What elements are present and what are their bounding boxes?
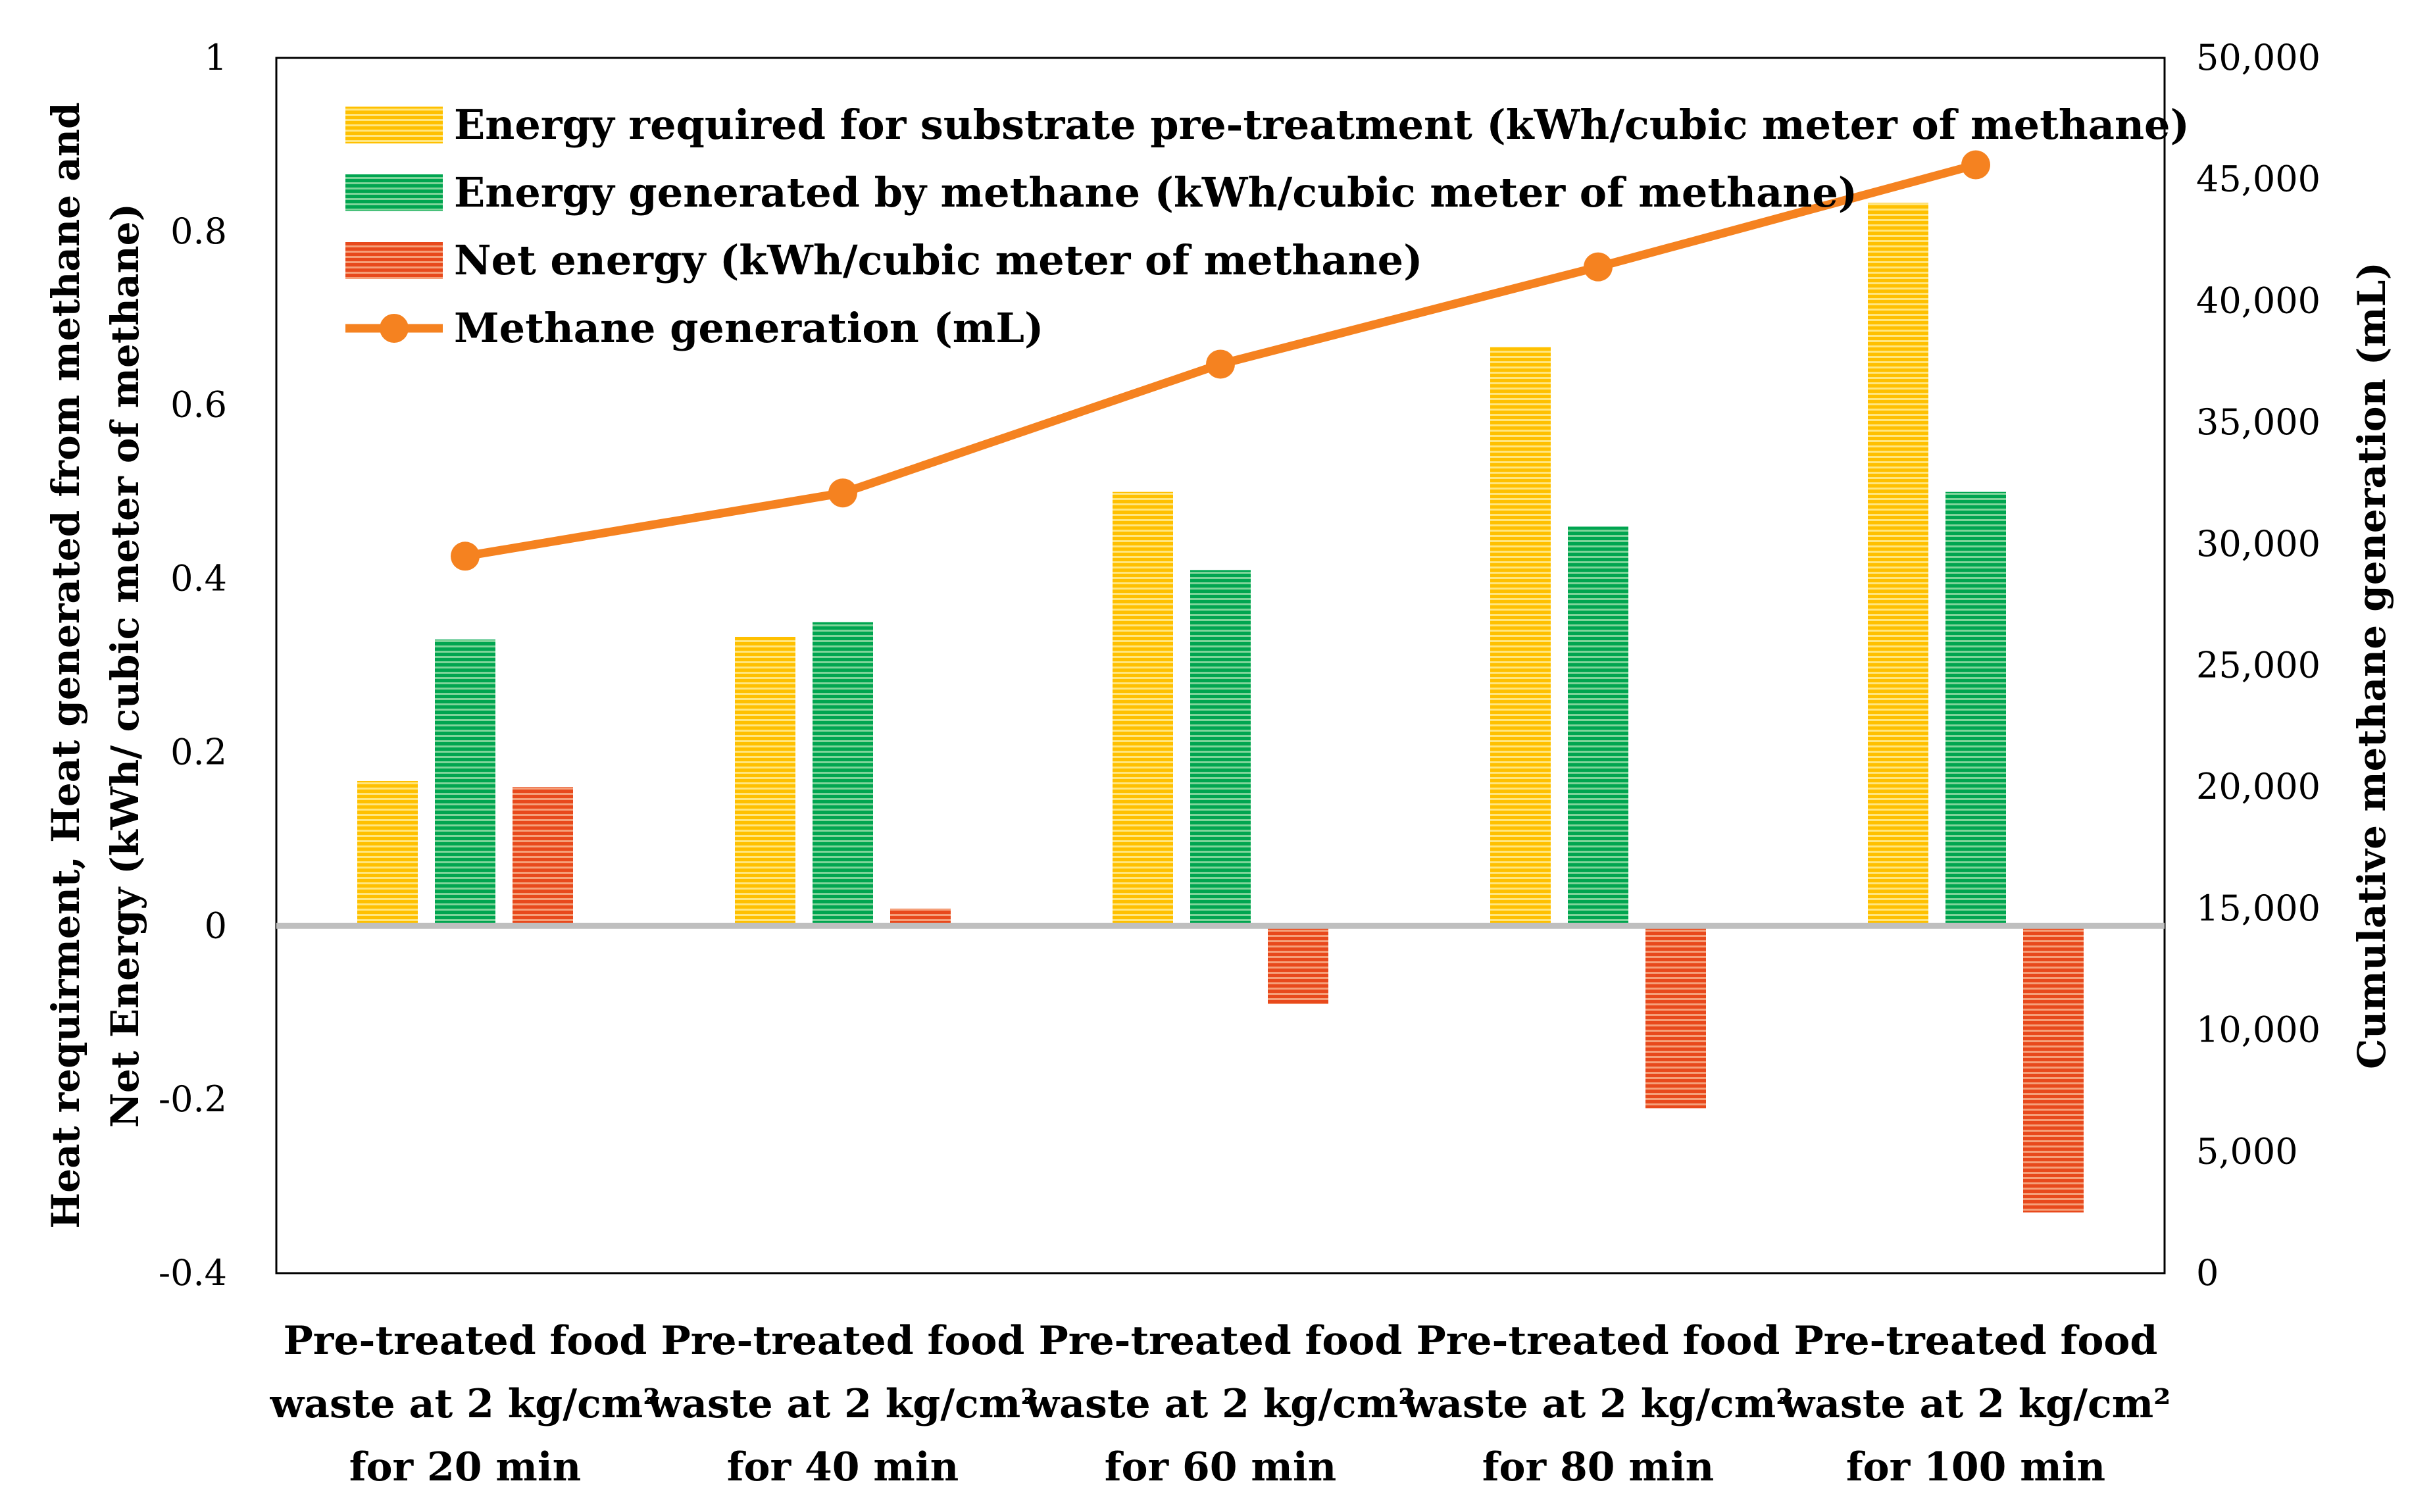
right-tick-label: 45,000 <box>2196 159 2320 200</box>
left-axis-title: Heat requirment, Heat generated from met… <box>43 102 88 1228</box>
legend-label-3: Net energy (kWh/cubic meter of methane) <box>454 236 1422 284</box>
right-tick-label: 35,000 <box>2196 401 2320 443</box>
category-label: for 60 min <box>1105 1444 1337 1490</box>
left-tick-label: -0.2 <box>159 1078 227 1120</box>
category-label: Pre-treated food <box>1417 1318 1780 1364</box>
left-tick-label: 1 <box>205 37 227 78</box>
left-axis-ticks: -0.4 -0.2 0 0.2 0.4 0.6 0.8 1 <box>159 37 227 1294</box>
bar-1-cat-2 <box>735 636 795 926</box>
plot-border <box>275 57 2166 1274</box>
left-axis-title: Net Energy (kWh/ cubic meter of methane) <box>103 203 147 1128</box>
bar-1-cat-4 <box>1490 347 1551 926</box>
right-tick-label: 15,000 <box>2196 888 2320 929</box>
right-tick-label: 5,000 <box>2196 1130 2298 1172</box>
bar-1-cat-3 <box>1113 491 1173 926</box>
legend-label-2: Energy generated by methane (kWh/cubic m… <box>454 168 1857 216</box>
category-label: Pre-treated food <box>284 1318 647 1364</box>
right-tick-label: 25,000 <box>2196 645 2320 686</box>
bars <box>357 203 2084 1213</box>
methane-point-4 <box>1584 252 1613 282</box>
left-tick-label: 0.2 <box>170 731 227 772</box>
bar-1-cat-1 <box>357 780 418 926</box>
category-label: for 100 min <box>1846 1444 2105 1490</box>
bar-3-cat-1 <box>513 787 573 926</box>
right-tick-label: 40,000 <box>2196 280 2320 321</box>
bar-3-cat-5 <box>2023 926 2084 1213</box>
plot-frame <box>275 57 2166 1274</box>
left-tick-label: 0.8 <box>170 211 227 252</box>
bar-3-cat-4 <box>1645 926 1706 1109</box>
right-tick-label: 0 <box>2196 1252 2219 1294</box>
legend-label-4: Methane generation (mL) <box>454 304 1043 352</box>
category-label: waste at 2 kg/cm² <box>1780 1381 2171 1427</box>
category-label: Pre-treated food <box>1794 1318 2158 1364</box>
category-label: for 40 min <box>727 1444 959 1490</box>
legend-swatch-3 <box>345 242 443 279</box>
legend-marker <box>380 314 409 343</box>
bar-1-cat-5 <box>1868 203 1928 926</box>
legend-swatch-1 <box>345 107 443 143</box>
category-label: Pre-treated food <box>1039 1318 1403 1364</box>
right-tick-label: 10,000 <box>2196 1009 2320 1051</box>
legend-swatch-2 <box>345 174 443 211</box>
right-tick-label: 30,000 <box>2196 523 2320 565</box>
bar-3-cat-3 <box>1268 926 1328 1005</box>
bar-2-cat-2 <box>813 622 873 926</box>
bar-2-cat-5 <box>1945 491 2006 926</box>
category-label: waste at 2 kg/cm² <box>1025 1381 1416 1427</box>
methane-point-3 <box>1206 349 1235 379</box>
category-label: waste at 2 kg/cm² <box>1403 1381 1793 1427</box>
bar-2-cat-3 <box>1190 570 1251 926</box>
methane-point-1 <box>451 542 480 571</box>
category-label: Pre-treated food <box>661 1318 1025 1364</box>
bar-2-cat-4 <box>1568 526 1628 926</box>
axis-titles: Heat requirment, Heat generated from met… <box>43 102 2394 1228</box>
category-label: for 20 min <box>349 1444 582 1490</box>
bar-2-cat-1 <box>435 639 495 926</box>
methane-line-layer <box>451 150 1990 571</box>
right-axis-ticks: 0 5,000 10,000 15,000 20,000 25,000 30,000 35,0… <box>2196 37 2320 1294</box>
legend-label-1: Energy required for substrate pre-treatm… <box>454 101 2190 149</box>
left-tick-label: -0.4 <box>159 1252 227 1294</box>
category-label: for 80 min <box>1482 1444 1715 1490</box>
left-tick-label: 0.4 <box>170 558 227 599</box>
right-tick-label: 20,000 <box>2196 766 2320 807</box>
methane-point-2 <box>828 478 857 508</box>
methane-point-5 <box>1961 150 1990 180</box>
legend: Energy required for substrate pre-treatm… <box>345 101 2190 352</box>
left-tick-label: 0 <box>205 905 227 946</box>
left-tick-label: 0.6 <box>170 384 227 426</box>
category-label: waste at 2 kg/cm² <box>647 1381 1038 1427</box>
right-axis-title: Cumulative methane generation (mL) <box>2349 262 2394 1069</box>
category-label: waste at 2 kg/cm² <box>270 1381 661 1427</box>
right-tick-label: 50,000 <box>2196 37 2320 78</box>
